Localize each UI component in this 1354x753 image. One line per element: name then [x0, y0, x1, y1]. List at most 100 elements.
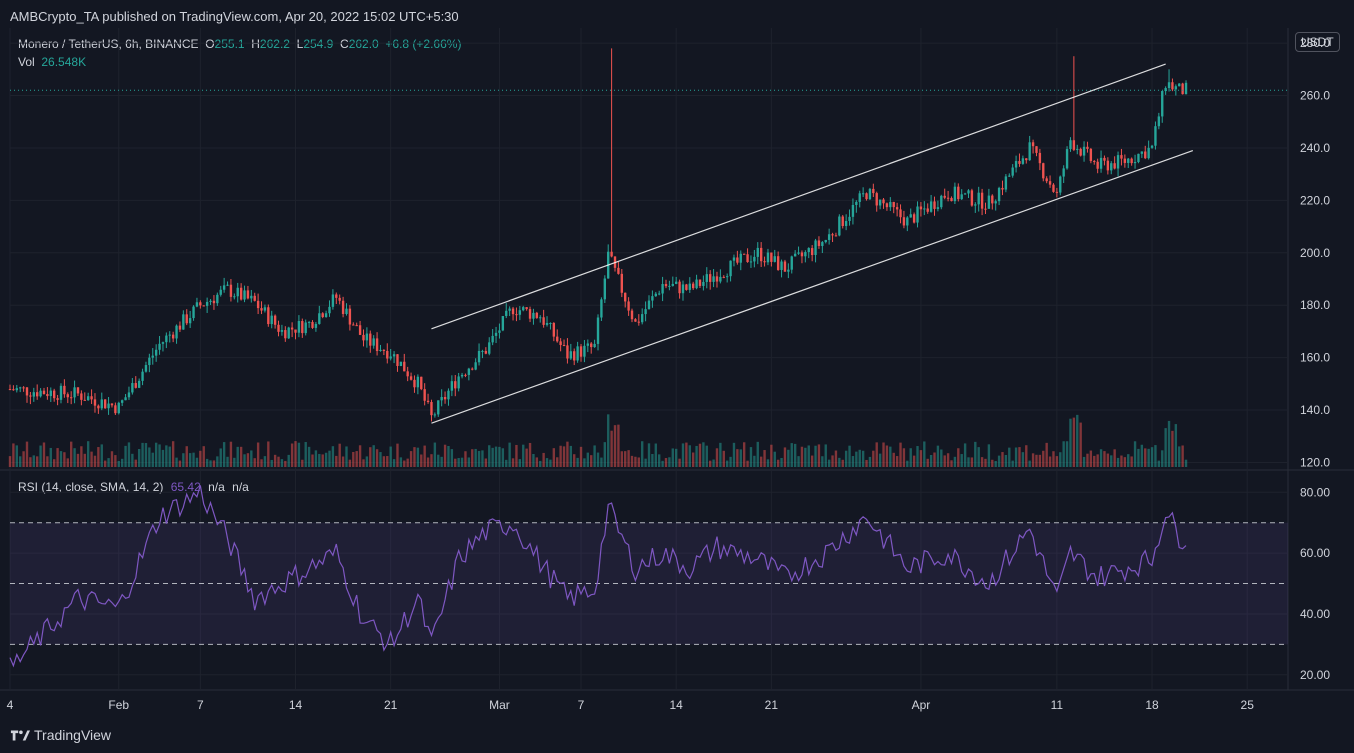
- volume-bar: [110, 451, 114, 467]
- candle-body: [22, 387, 25, 389]
- candle: [97, 404, 100, 414]
- candle: [647, 295, 651, 310]
- candle-body: [573, 351, 576, 361]
- volume-bar: [409, 451, 413, 467]
- currency-selector[interactable]: USDT: [1295, 32, 1340, 52]
- candle: [685, 283, 688, 291]
- candle: [756, 242, 759, 265]
- candle-body: [141, 371, 144, 381]
- price-tick-label: 140.0: [1300, 403, 1330, 417]
- candle-body: [1184, 82, 1188, 95]
- candle-body: [1042, 163, 1045, 179]
- candle: [120, 399, 124, 407]
- candle-body: [919, 206, 923, 210]
- candle-body: [120, 400, 124, 403]
- candle-body: [586, 343, 590, 346]
- candle: [80, 390, 83, 406]
- volume-bar: [216, 456, 219, 467]
- candle: [56, 394, 59, 406]
- candle: [515, 307, 518, 322]
- price-tick-label: 200.0: [1300, 246, 1330, 260]
- candle-body: [855, 201, 858, 205]
- candle-body: [821, 242, 824, 246]
- volume-bar: [902, 448, 906, 467]
- volume-bar: [250, 450, 253, 467]
- candle: [759, 242, 763, 268]
- volume-bar: [725, 460, 729, 467]
- candle: [420, 376, 423, 391]
- volume-bar: [423, 445, 426, 467]
- candle: [678, 279, 681, 299]
- candle: [613, 256, 617, 272]
- candle: [22, 386, 25, 392]
- volume-bar: [46, 456, 49, 467]
- volume-bar: [454, 458, 457, 467]
- candle-body: [753, 256, 756, 262]
- candle-body: [256, 300, 260, 309]
- volume-bar: [647, 443, 651, 467]
- candle: [1045, 176, 1048, 184]
- candle: [579, 344, 583, 362]
- candle-body: [793, 253, 797, 257]
- volume-bar: [892, 452, 895, 467]
- candle: [644, 301, 647, 322]
- candle: [341, 296, 345, 318]
- candle: [375, 332, 379, 356]
- candle-body: [1154, 126, 1157, 146]
- volume-bar: [1004, 454, 1008, 467]
- candle: [1065, 146, 1069, 170]
- candle: [1011, 164, 1014, 178]
- candle-body: [838, 216, 841, 236]
- candle-body: [501, 316, 505, 331]
- candle: [1031, 139, 1035, 154]
- volume-bar: [821, 456, 824, 467]
- candle-body: [202, 305, 205, 307]
- candle-body: [69, 397, 73, 399]
- candle: [929, 194, 933, 213]
- candle: [301, 318, 304, 338]
- candle-body: [746, 254, 749, 262]
- footer-brand: TradingView: [34, 727, 112, 743]
- footer[interactable]: TradingView: [10, 727, 111, 743]
- candle-body: [848, 216, 851, 222]
- candle: [433, 412, 437, 418]
- candle-body: [416, 376, 420, 388]
- candle: [1147, 140, 1150, 160]
- volume-bar: [69, 441, 73, 467]
- volume-bar: [97, 447, 100, 467]
- candle: [1086, 141, 1089, 153]
- candle: [749, 255, 753, 268]
- candle-body: [675, 281, 678, 284]
- candle-body: [878, 199, 882, 206]
- volume-bar: [991, 459, 994, 467]
- candle-body: [1147, 147, 1150, 159]
- candle-body: [154, 349, 158, 356]
- volume-bar: [467, 457, 471, 467]
- candle: [807, 247, 810, 259]
- candle: [861, 187, 865, 198]
- candle-body: [314, 323, 318, 328]
- candle-body: [1008, 175, 1011, 177]
- candle-body: [406, 371, 409, 377]
- candle-body: [148, 357, 151, 366]
- candle: [131, 378, 134, 395]
- candle: [124, 394, 127, 401]
- candle-body: [474, 362, 477, 370]
- volume-bar: [205, 458, 209, 467]
- candle: [355, 322, 358, 327]
- candle-body: [518, 310, 522, 315]
- candle-body: [1076, 148, 1079, 150]
- candle: [229, 279, 233, 302]
- candle: [946, 190, 950, 202]
- volume-bar: [8, 456, 12, 467]
- candle: [620, 269, 623, 298]
- candle: [916, 201, 919, 228]
- candle: [858, 190, 861, 208]
- volume-bar: [736, 449, 739, 467]
- volume-bar: [1103, 451, 1106, 467]
- volume-bar: [151, 452, 154, 467]
- candle-body: [780, 261, 783, 270]
- candle: [586, 339, 590, 353]
- candle: [352, 322, 355, 326]
